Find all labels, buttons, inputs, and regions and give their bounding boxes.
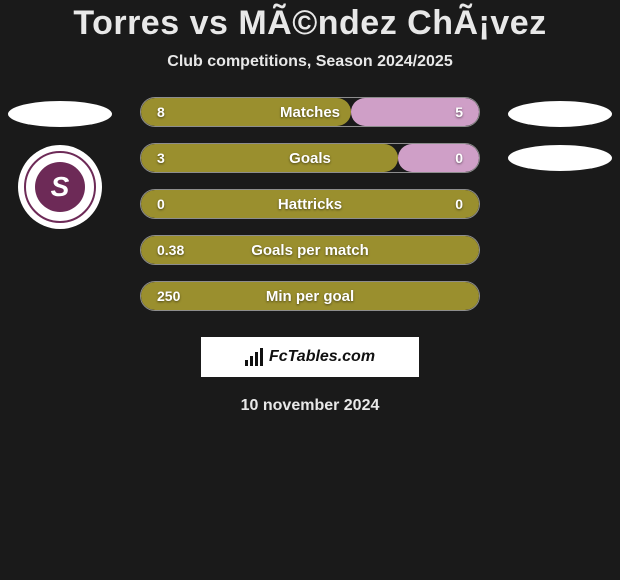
stat-value-left: 3 (157, 150, 165, 166)
right-column (508, 97, 612, 171)
club-badge-letter: S (35, 162, 85, 212)
brand-label: FcTables.com (269, 348, 375, 366)
stat-value-right: 0 (455, 150, 463, 166)
stat-bar: 250 Min per goal (140, 281, 480, 311)
player-placeholder-left (8, 101, 112, 127)
stat-label: Hattricks (278, 196, 342, 213)
left-column: S (8, 97, 112, 229)
stat-bar: 3 Goals 0 (140, 143, 480, 173)
club-badge-left: S (18, 145, 102, 229)
player-placeholder-right-2 (508, 145, 612, 171)
brand-box[interactable]: FcTables.com (201, 337, 419, 377)
stat-label: Matches (280, 104, 340, 121)
stat-label: Goals (289, 150, 331, 167)
stat-bar: 0.38 Goals per match (140, 235, 480, 265)
subtitle: Club competitions, Season 2024/2025 (0, 53, 620, 71)
player-placeholder-right-1 (508, 101, 612, 127)
date-line: 10 november 2024 (0, 397, 620, 415)
stat-value-right: 0 (455, 196, 463, 212)
stats-list: 8 Matches 5 3 Goals 0 0 Hattricks 0 0.38 Goals per… (140, 97, 480, 311)
stat-bar: 0 Hattricks 0 (140, 189, 480, 219)
stat-value-left: 0 (157, 196, 165, 212)
stat-value-left: 8 (157, 104, 165, 120)
stat-value-right: 5 (455, 104, 463, 120)
bars-icon (245, 348, 263, 366)
stat-label: Goals per match (251, 242, 369, 259)
stat-value-left: 0.38 (157, 242, 184, 258)
page-title: Torres vs MÃ©ndez ChÃ¡vez (0, 4, 620, 43)
stat-label: Min per goal (266, 288, 354, 305)
stat-bar: 8 Matches 5 (140, 97, 480, 127)
stat-value-left: 250 (157, 288, 180, 304)
